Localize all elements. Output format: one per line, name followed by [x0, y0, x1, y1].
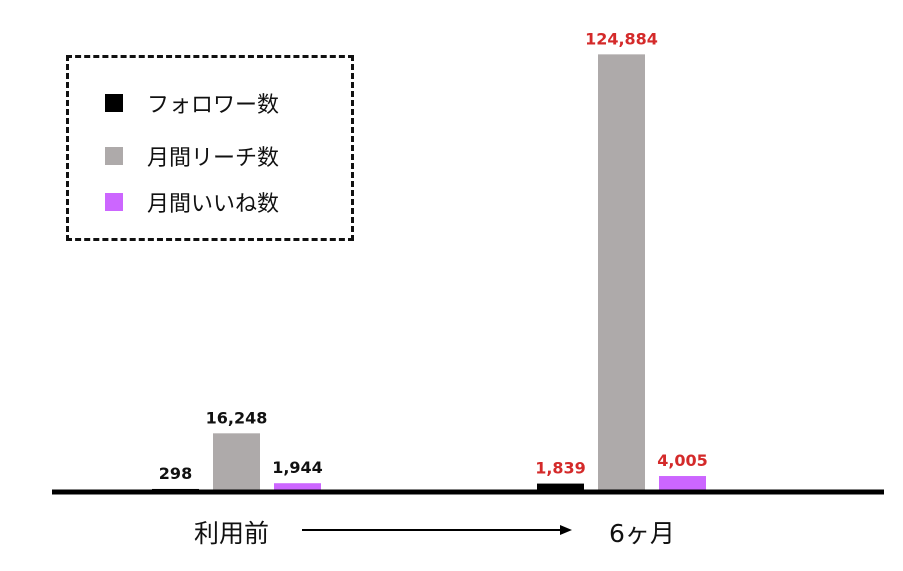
- bar-followers-before: [152, 488, 199, 490]
- bar-monthly-reach-6-months: [598, 54, 645, 490]
- bars-layer: [152, 54, 706, 490]
- data-label-monthly-reach-before: 16,248: [206, 408, 268, 427]
- bar-monthly-likes-6-months: [659, 476, 706, 490]
- data-label-followers-6-months: 1,839: [535, 459, 586, 478]
- legend-item-monthly-likes: 月間いいね数: [105, 189, 280, 217]
- legend-item-followers: フォロワー数: [105, 90, 280, 118]
- data-label-followers-before: 298: [159, 464, 192, 483]
- legend: フォロワー数 月間リーチ数 月間いいね数: [66, 55, 354, 241]
- legend-label-followers: フォロワー数: [147, 93, 280, 118]
- period-arrow-head: [560, 525, 572, 535]
- bar-followers-6-months: [537, 483, 584, 490]
- category-label-before: 利用前: [194, 519, 270, 548]
- legend-swatch-monthly-likes: [105, 193, 123, 211]
- legend-label-monthly-likes: 月間いいね数: [147, 192, 280, 217]
- data-label-monthly-reach-6-months: 124,884: [585, 29, 658, 48]
- category-label-6-months: 6ヶ月: [609, 519, 675, 548]
- legend-item-monthly-reach: 月間リーチ数: [105, 143, 280, 171]
- bar-monthly-likes-before: [274, 483, 321, 490]
- data-label-monthly-likes-before: 1,944: [272, 458, 323, 477]
- period-arrow: [302, 525, 572, 535]
- data-label-monthly-likes-6-months: 4,005: [657, 451, 708, 470]
- legend-swatch-monthly-reach: [105, 147, 123, 165]
- legend-label-monthly-reach: 月間リーチ数: [147, 146, 280, 171]
- legend-swatch-followers: [105, 94, 123, 112]
- bar-labels-layer: 298 16,248 1,944 1,839 124,884 4,005: [159, 29, 708, 483]
- bar-monthly-reach-before: [213, 433, 260, 490]
